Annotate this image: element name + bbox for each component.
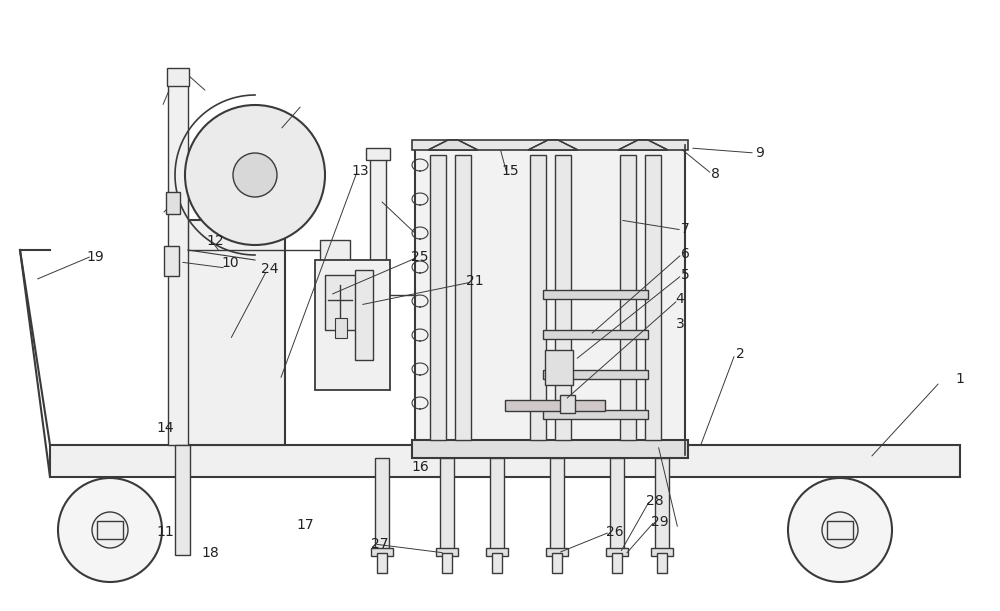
Text: 5: 5 — [681, 268, 689, 282]
Bar — [543, 290, 648, 299]
Bar — [166, 192, 180, 214]
Text: 24: 24 — [261, 262, 279, 276]
Bar — [610, 458, 624, 553]
Text: 3: 3 — [676, 317, 684, 331]
Circle shape — [92, 512, 128, 548]
Text: 4: 4 — [676, 293, 684, 306]
Bar — [355, 270, 373, 360]
Bar — [455, 155, 471, 440]
Text: 13: 13 — [351, 164, 369, 178]
Circle shape — [788, 478, 892, 582]
Bar — [175, 220, 285, 445]
Bar — [486, 548, 508, 556]
Text: 9: 9 — [756, 146, 764, 159]
Text: 14: 14 — [156, 421, 174, 434]
Text: 25: 25 — [411, 250, 429, 263]
Bar — [657, 553, 667, 573]
Bar — [335, 318, 347, 338]
Bar — [655, 458, 669, 553]
Text: 27: 27 — [371, 537, 389, 551]
Bar — [560, 395, 575, 413]
Bar — [50, 445, 960, 477]
Bar — [440, 458, 454, 553]
Text: 29: 29 — [651, 516, 669, 529]
Bar — [645, 155, 661, 440]
Text: 16: 16 — [411, 461, 429, 474]
Text: 18: 18 — [201, 546, 219, 560]
Bar — [543, 370, 648, 379]
Bar — [543, 330, 648, 339]
Text: 26: 26 — [606, 525, 624, 538]
Bar — [412, 440, 688, 458]
Text: 8: 8 — [711, 167, 719, 181]
Bar — [545, 350, 573, 385]
Bar — [325, 275, 363, 330]
Bar — [97, 521, 123, 539]
Text: 11: 11 — [156, 525, 174, 538]
Text: 1: 1 — [956, 372, 964, 386]
Bar — [320, 240, 350, 262]
Bar — [371, 548, 393, 556]
Bar — [168, 85, 188, 445]
Bar — [366, 148, 390, 160]
Bar — [546, 548, 568, 556]
Bar — [375, 458, 389, 553]
Bar — [377, 553, 387, 573]
Bar — [827, 521, 853, 539]
Circle shape — [58, 478, 162, 582]
Bar — [492, 553, 502, 573]
Text: 19: 19 — [86, 250, 104, 263]
Bar — [530, 155, 546, 440]
Bar — [543, 410, 648, 419]
Bar — [315, 260, 390, 390]
Text: 15: 15 — [501, 164, 519, 178]
Bar — [175, 445, 190, 555]
Bar — [505, 400, 605, 411]
Bar — [430, 155, 446, 440]
Circle shape — [822, 512, 858, 548]
Bar — [412, 140, 688, 150]
Bar — [442, 553, 452, 573]
Circle shape — [185, 105, 325, 245]
Bar — [550, 458, 564, 553]
Bar — [612, 553, 622, 573]
Text: 12: 12 — [206, 235, 224, 248]
Text: 21: 21 — [466, 274, 484, 288]
Bar — [552, 553, 562, 573]
Bar — [164, 246, 179, 276]
Polygon shape — [618, 140, 668, 150]
Text: 2: 2 — [736, 348, 744, 361]
Bar — [415, 145, 685, 455]
Bar — [620, 155, 636, 440]
Polygon shape — [428, 140, 478, 150]
Text: 6: 6 — [681, 247, 689, 260]
Text: 7: 7 — [681, 222, 689, 236]
Bar — [651, 548, 673, 556]
Text: 17: 17 — [296, 519, 314, 532]
Text: 28: 28 — [646, 494, 664, 508]
Bar — [555, 155, 571, 440]
Bar — [167, 68, 189, 86]
Bar — [436, 548, 458, 556]
Text: 10: 10 — [221, 256, 239, 269]
Circle shape — [233, 153, 277, 197]
Polygon shape — [528, 140, 578, 150]
Bar — [490, 458, 504, 553]
Bar — [370, 155, 386, 295]
Bar — [606, 548, 628, 556]
